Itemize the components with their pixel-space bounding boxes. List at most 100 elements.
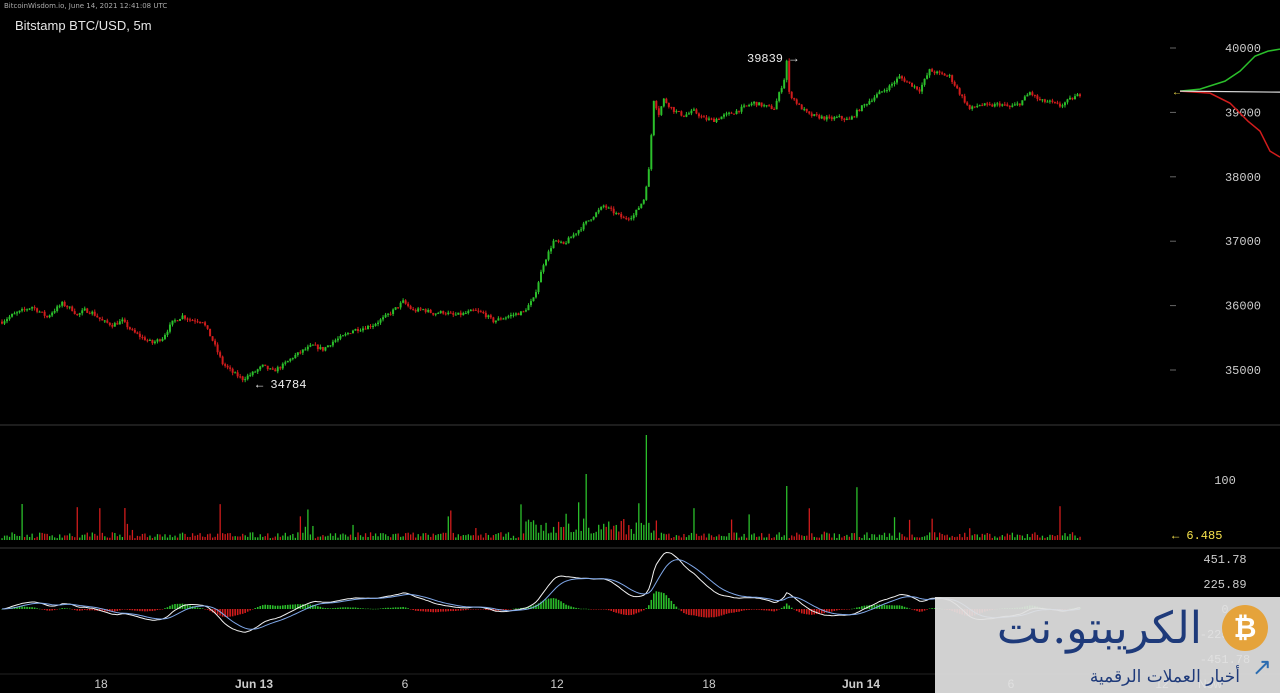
candle-body — [740, 106, 743, 112]
candle-body — [665, 98, 668, 103]
volume-bar — [803, 536, 805, 540]
volume-bar — [796, 532, 798, 540]
macd-histogram-bar — [206, 609, 209, 610]
candle-body — [294, 355, 297, 359]
volume-bar — [595, 531, 597, 540]
macd-histogram-bar — [931, 608, 933, 609]
candle-body — [524, 310, 527, 312]
macd-histogram-bar — [683, 609, 685, 614]
macd-histogram-bar — [655, 591, 658, 609]
macd-histogram-bar — [881, 604, 883, 609]
candle-body — [88, 312, 91, 314]
volume-bar — [658, 538, 660, 540]
candle-body — [755, 101, 758, 106]
volume-bar — [86, 532, 88, 540]
volume-bar — [1066, 536, 1069, 540]
macd-histogram-bar — [916, 609, 918, 612]
candle-body — [986, 103, 989, 105]
macd-histogram-bar — [700, 609, 703, 617]
volume-bar — [989, 533, 991, 540]
candle-body — [256, 369, 259, 372]
macd-histogram-bar — [271, 605, 274, 609]
macd-histogram-bar — [470, 609, 472, 610]
volume-bar — [821, 534, 823, 540]
macd-histogram-bar — [43, 609, 46, 610]
macd-histogram-bar — [432, 609, 434, 613]
macd-histogram-bar — [184, 604, 186, 609]
volume-bar — [613, 525, 615, 540]
candle-body — [1018, 103, 1021, 106]
volume-bar — [217, 533, 219, 540]
macd-histogram-bar — [41, 609, 43, 610]
macd-histogram-bar — [312, 604, 314, 609]
candle-body — [958, 88, 961, 95]
macd-histogram-bar — [863, 605, 866, 609]
candle-body — [1073, 96, 1076, 100]
volume-bar — [116, 536, 119, 540]
candle-body — [497, 318, 500, 321]
candle-body — [1, 321, 3, 324]
time-tick-label: 12 — [550, 677, 564, 691]
macd-histogram-bar — [261, 605, 264, 609]
macd-histogram-bar — [851, 608, 853, 610]
volume-bar — [873, 534, 876, 540]
volume-bar — [625, 534, 627, 540]
macd-histogram-bar — [226, 609, 229, 618]
volume-bar — [585, 474, 587, 540]
macd-histogram-bar — [362, 608, 364, 609]
volume-bar — [164, 534, 166, 540]
volume-bar — [836, 537, 838, 540]
macd-histogram-bar — [745, 609, 748, 611]
candle-body — [815, 114, 818, 116]
candle-body — [226, 365, 229, 368]
macd-histogram-bar — [632, 609, 635, 615]
volume-bar — [708, 533, 710, 540]
macd-histogram-bar — [886, 605, 888, 609]
volume-bar — [893, 517, 896, 540]
macd-histogram-bar — [612, 609, 615, 612]
volume-bar — [974, 534, 976, 540]
volume-bar — [257, 537, 259, 540]
candle-body — [484, 312, 487, 318]
macd-histogram-bar — [327, 608, 329, 609]
candle-body — [437, 313, 440, 315]
candle-body — [11, 314, 14, 317]
candle-body — [938, 71, 941, 73]
macd-pane[interactable] — [1, 551, 1081, 633]
price-pane[interactable] — [1, 58, 1081, 383]
macd-histogram-bar — [149, 609, 151, 612]
volume-bar — [618, 531, 620, 540]
macd-histogram-bar — [620, 609, 623, 615]
candle-body — [53, 310, 56, 313]
volume-bar — [382, 533, 384, 540]
volume-bar — [149, 535, 151, 540]
volume-pane[interactable] — [1, 435, 1081, 540]
candle-body — [301, 349, 304, 353]
macd-histogram-bar — [427, 609, 429, 612]
candle-body — [1003, 104, 1006, 106]
macd-histogram-bar — [58, 608, 61, 610]
macd-histogram-bar — [550, 598, 552, 609]
candle-body — [377, 322, 380, 325]
volume-bar — [31, 533, 33, 540]
macd-histogram-bar — [763, 609, 765, 611]
macd-histogram-bar — [347, 607, 349, 609]
candle-body — [810, 113, 813, 116]
candle-body — [783, 79, 786, 89]
macd-histogram-bar — [38, 608, 41, 610]
candle-body — [221, 356, 224, 365]
candle-body — [1026, 94, 1029, 97]
macd-histogram-bar — [239, 609, 241, 615]
candle-body — [394, 307, 397, 310]
candle-body — [672, 107, 675, 113]
candle-body — [587, 220, 590, 222]
volume-bar — [354, 537, 357, 540]
macd-histogram-bar — [577, 608, 580, 609]
volume-bar — [169, 534, 171, 540]
candle-body — [1076, 94, 1079, 97]
candle-body — [878, 91, 881, 95]
macd-histogram-bar — [555, 598, 557, 609]
volume-bar — [570, 532, 572, 540]
candle-body — [707, 118, 710, 120]
macd-histogram-bar — [16, 606, 18, 609]
